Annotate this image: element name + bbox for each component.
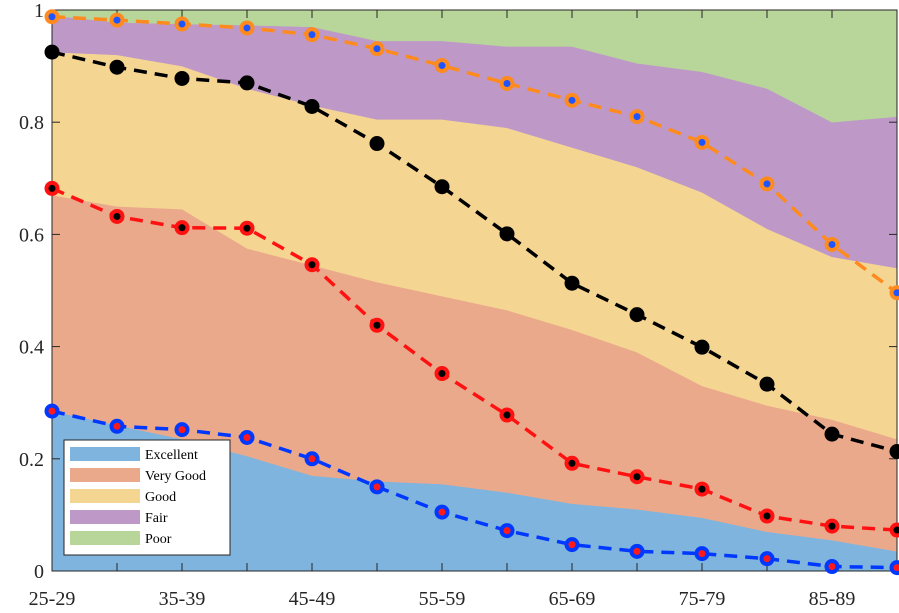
line-marker-center bbox=[763, 380, 771, 388]
line-marker-center bbox=[698, 343, 706, 351]
x-tick-label: 25-29 bbox=[29, 588, 76, 610]
line-marker-center bbox=[243, 24, 251, 32]
line-marker-center bbox=[633, 311, 641, 319]
y-tick-label: 1 bbox=[34, 0, 44, 22]
overlay-line bbox=[51, 50, 898, 454]
y-tick-label: 0.6 bbox=[19, 224, 44, 246]
line-marker-center bbox=[48, 407, 56, 415]
axes: 0 0.2 0.4 0.6 0.8 1 25-29 35-39 45-49 55-59 65-69 7… bbox=[19, 0, 898, 610]
line-marker-center bbox=[113, 212, 121, 220]
line-marker-center bbox=[438, 508, 446, 516]
line-marker-center bbox=[178, 426, 186, 434]
y-tick-label: 0.4 bbox=[19, 337, 44, 359]
legend-swatch bbox=[70, 489, 140, 503]
line-marker-center bbox=[438, 370, 446, 378]
line-marker-center bbox=[893, 289, 899, 297]
line-marker-center bbox=[48, 13, 56, 21]
line-marker-center bbox=[438, 183, 446, 191]
overlay-line bbox=[51, 14, 899, 295]
legend-label: Fair bbox=[145, 511, 168, 526]
x-tick-label: 65-69 bbox=[549, 588, 596, 610]
line-marker-center bbox=[503, 79, 511, 87]
line-marker-center bbox=[503, 230, 511, 238]
line-marker-center bbox=[893, 564, 899, 572]
y-tick-label: 0.8 bbox=[19, 112, 44, 134]
line-marker-center bbox=[828, 430, 836, 438]
line-marker-center bbox=[48, 48, 56, 56]
line-marker-center bbox=[893, 448, 899, 456]
line-marker-center bbox=[308, 102, 316, 110]
y-tick-label: 0.2 bbox=[19, 449, 44, 471]
line-marker-center bbox=[568, 279, 576, 287]
line-marker-center bbox=[438, 62, 446, 70]
legend: Excellent Very Good Good Fair Poor bbox=[63, 439, 231, 556]
line-marker-center bbox=[243, 79, 251, 87]
line-marker-center bbox=[178, 20, 186, 28]
x-tick-label: 35-39 bbox=[159, 588, 206, 610]
overlay-line bbox=[51, 186, 898, 532]
line-marker-center bbox=[373, 140, 381, 148]
line-marker-center bbox=[633, 473, 641, 481]
line-marker-center bbox=[113, 16, 121, 24]
x-tick-label: 45-49 bbox=[289, 588, 336, 610]
legend-label: Very Good bbox=[145, 469, 206, 484]
overlay-lines bbox=[44, 9, 899, 576]
line-marker-center bbox=[698, 138, 706, 146]
line-marker-center bbox=[178, 74, 186, 82]
line-marker-center bbox=[48, 184, 56, 192]
legend-swatch bbox=[70, 531, 140, 545]
line-marker-center bbox=[763, 180, 771, 188]
line-marker-center bbox=[763, 555, 771, 563]
legend-label: Good bbox=[145, 490, 176, 505]
line-marker-center bbox=[113, 63, 121, 71]
line-marker-center bbox=[178, 224, 186, 232]
line-marker-center bbox=[373, 483, 381, 491]
legend-swatch bbox=[70, 468, 140, 482]
line-marker-center bbox=[243, 224, 251, 232]
line-marker-center bbox=[243, 433, 251, 441]
line-marker-center bbox=[568, 96, 576, 104]
y-tick-label: 0 bbox=[34, 561, 44, 583]
line-marker-center bbox=[308, 31, 316, 39]
line-marker-center bbox=[698, 485, 706, 493]
overlay-line bbox=[51, 409, 898, 570]
line-marker-center bbox=[633, 547, 641, 555]
line-marker-center bbox=[503, 411, 511, 419]
line-marker-center bbox=[503, 527, 511, 535]
line-marker-center bbox=[828, 563, 836, 571]
x-tick-label: 85-89 bbox=[809, 588, 856, 610]
line-marker-center bbox=[698, 550, 706, 558]
line-marker-center bbox=[893, 526, 899, 534]
legend-label: Excellent bbox=[145, 448, 198, 463]
line-marker-center bbox=[828, 522, 836, 530]
line-marker-center bbox=[633, 113, 641, 121]
stacked-areas bbox=[51, 9, 898, 572]
legend-swatch bbox=[70, 447, 140, 461]
line-marker-center bbox=[373, 45, 381, 53]
line-marker-center bbox=[568, 459, 576, 467]
line-marker-center bbox=[308, 261, 316, 269]
x-tick-label: 55-59 bbox=[419, 588, 466, 610]
legend-swatch bbox=[70, 510, 140, 524]
line-marker-center bbox=[568, 541, 576, 549]
line-marker-center bbox=[373, 321, 381, 329]
legend-label: Poor bbox=[145, 532, 172, 547]
line-marker-center bbox=[763, 512, 771, 520]
x-tick-label: 75-79 bbox=[679, 588, 726, 610]
line-marker-center bbox=[308, 455, 316, 463]
line-marker-center bbox=[828, 240, 836, 248]
line-marker-center bbox=[113, 422, 121, 430]
